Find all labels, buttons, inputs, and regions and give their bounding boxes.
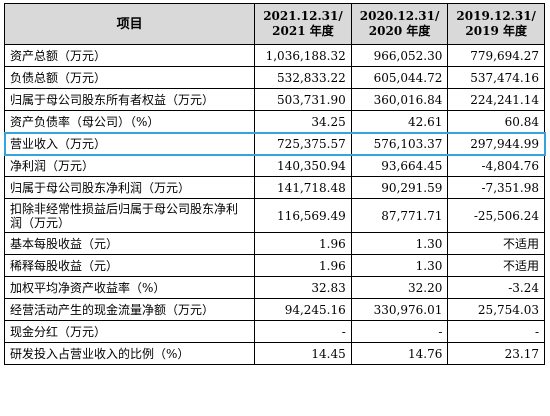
table-row: 归属于母公司股东净利润（万元） 141,718.48 90,291.59 -7,…: [3, 176, 545, 199]
cell-2020: 330,976.01: [350, 298, 449, 321]
cell-2019: -4,804.76: [447, 154, 545, 177]
table-row: 扣除非经常性损益后归属于母公司股东净利润（万元） 116,569.49 87,7…: [3, 198, 545, 233]
row-label: 资产总额（万元）: [3, 44, 256, 67]
cell-2019: 537,474.16: [447, 66, 545, 89]
row-label: 净利润（万元）: [3, 154, 256, 177]
cell-2019: -: [447, 320, 545, 343]
cell-2021: 140,350.94: [254, 154, 352, 177]
table-row: 稀释每股收益（元） 1.96 1.30 不适用: [3, 254, 545, 277]
cell-2020: 32.20: [350, 276, 449, 299]
cell-2020: 605,044.72: [350, 66, 449, 89]
table-row: 基本每股收益（元） 1.96 1.30 不适用: [3, 232, 545, 255]
row-label: 资产负债率（母公司）（%）: [3, 110, 256, 133]
cell-2019: 23.17: [447, 342, 545, 365]
cell-2020: 14.76: [350, 342, 449, 365]
table-row: 加权平均净资产收益率（%） 32.83 32.20 -3.24: [3, 276, 545, 299]
header-item: 项目: [3, 3, 256, 45]
table-row: 净利润（万元） 140,350.94 93,664.45 -4,804.76: [3, 154, 545, 177]
cell-2020: 360,016.84: [350, 88, 449, 111]
cell-2020: 576,103.37: [350, 132, 449, 155]
cell-2020: 1.30: [350, 232, 449, 255]
table-row: 现金分红（万元） - - -: [3, 320, 545, 343]
row-label: 研发投入占营业收入的比例（%）: [3, 342, 256, 365]
header-row: 项目 2021.12.31/2021 年度 2020.12.31/2020 年度…: [3, 3, 545, 45]
cell-2020: 90,291.59: [350, 176, 449, 199]
cell-2019: -3.24: [447, 276, 545, 299]
cell-2019: -25,506.24: [447, 198, 545, 233]
cell-2020: 87,771.71: [350, 198, 449, 233]
row-label: 归属于母公司股东净利润（万元）: [3, 176, 256, 199]
cell-2021: 1,036,188.32: [254, 44, 352, 67]
cell-2021: 14.45: [254, 342, 352, 365]
table-row: 资产负债率（母公司）（%） 34.25 42.61 60.84: [3, 110, 545, 133]
cell-2020: 42.61: [350, 110, 449, 133]
header-col-2019: 2019.12.31/2019 年度: [447, 3, 545, 45]
cell-2019: 224,241.14: [447, 88, 545, 111]
row-label: 现金分红（万元）: [3, 320, 256, 343]
row-label: 扣除非经常性损益后归属于母公司股东净利润（万元）: [3, 198, 256, 233]
cell-2019: 60.84: [447, 110, 545, 133]
row-label: 加权平均净资产收益率（%）: [3, 276, 256, 299]
table-row: 资产总额（万元） 1,036,188.32 966,052.30 779,694…: [3, 44, 545, 67]
cell-2019: 779,694.27: [447, 44, 545, 67]
header-col-2020: 2020.12.31/2020 年度: [350, 3, 449, 45]
cell-2021: 1.96: [254, 254, 352, 277]
row-label: 基本每股收益（元）: [3, 232, 256, 255]
row-label: 营业收入（万元）: [3, 132, 256, 155]
cell-2019: 不适用: [447, 254, 545, 277]
cell-2021: 1.96: [254, 232, 352, 255]
row-label: 归属于母公司股东所有者权益（万元）: [3, 88, 256, 111]
cell-2021: -: [254, 320, 352, 343]
cell-2021: 32.83: [254, 276, 352, 299]
cell-2021: 141,718.48: [254, 176, 352, 199]
cell-2021: 532,833.22: [254, 66, 352, 89]
table-row: 负债总额（万元） 532,833.22 605,044.72 537,474.1…: [3, 66, 545, 89]
cell-2020: -: [350, 320, 449, 343]
financial-summary-table: 项目 2021.12.31/2021 年度 2020.12.31/2020 年度…: [3, 3, 545, 365]
table-row-highlighted: 营业收入（万元） 725,375.57 576,103.37 297,944.9…: [3, 132, 545, 155]
cell-2020: 1.30: [350, 254, 449, 277]
header-col-2021: 2021.12.31/2021 年度: [254, 3, 352, 45]
cell-2021: 116,569.49: [254, 198, 352, 233]
row-label: 经营活动产生的现金流量净额（万元）: [3, 298, 256, 321]
cell-2019: 不适用: [447, 232, 545, 255]
cell-2019: 25,754.03: [447, 298, 545, 321]
row-label: 稀释每股收益（元）: [3, 254, 256, 277]
cell-2021: 725,375.57: [254, 132, 352, 155]
cell-2021: 94,245.16: [254, 298, 352, 321]
cell-2021: 503,731.90: [254, 88, 352, 111]
table-row: 研发投入占营业收入的比例（%） 14.45 14.76 23.17: [3, 342, 545, 365]
cell-2019: 297,944.99: [447, 132, 545, 155]
table-row: 经营活动产生的现金流量净额（万元） 94,245.16 330,976.01 2…: [3, 298, 545, 321]
table-row: 归属于母公司股东所有者权益（万元） 503,731.90 360,016.84 …: [3, 88, 545, 111]
cell-2020: 966,052.30: [350, 44, 449, 67]
cell-2020: 93,664.45: [350, 154, 449, 177]
cell-2019: -7,351.98: [447, 176, 545, 199]
row-label: 负债总额（万元）: [3, 66, 256, 89]
cell-2021: 34.25: [254, 110, 352, 133]
